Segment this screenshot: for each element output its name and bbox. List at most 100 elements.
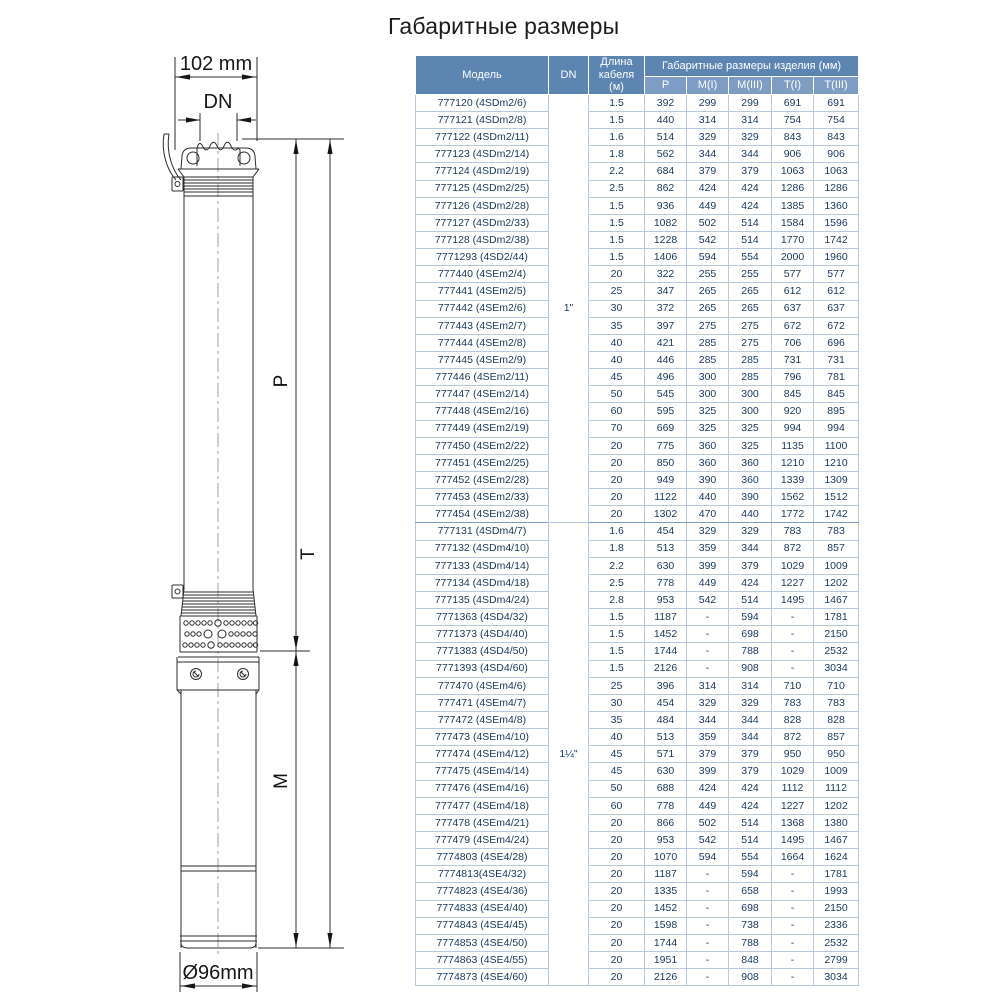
dim-mi-cell: 542	[686, 231, 729, 250]
cable-length-cell: 1.5	[588, 93, 645, 113]
cable-length-cell: 35	[588, 710, 645, 730]
cable-length-cell: 1.5	[588, 659, 645, 678]
dim-tiii-cell: 1624	[812, 848, 860, 867]
model-cell: 7771373 (4SD4/40)	[415, 625, 549, 644]
cable-length-cell: 20	[588, 830, 645, 850]
model-cell: 7774863 (4SE4/55)	[415, 950, 549, 970]
dim-p-cell: 1122	[644, 488, 687, 507]
model-cell: 777476 (4SEm4/16)	[415, 779, 549, 798]
dim-mi-cell: -	[686, 608, 729, 627]
cable-length-cell: 20	[588, 453, 645, 473]
dim-p-cell: 1744	[644, 933, 687, 952]
dim-p-cell: 1744	[644, 642, 687, 661]
dim-ti-cell: -	[771, 899, 814, 918]
dim-miii-cell: 908	[728, 968, 772, 987]
dim-tiii-cell: 1380	[812, 813, 860, 832]
model-cell: 777470 (4SEm4/6)	[415, 676, 549, 695]
model-cell: 777452 (4SEm2/28)	[415, 471, 549, 490]
cable-length-cell: 1.5	[588, 196, 645, 215]
label-m: M	[271, 773, 292, 789]
model-cell: 777471 (4SEm4/7)	[415, 693, 549, 712]
table-header: Модель DN Длина кабеля (м) Габаритные ра…	[415, 54, 860, 95]
model-cell: 777475 (4SEm4/14)	[415, 762, 549, 781]
table-row: 777135 (4SDm4/24) 2.8 953 542 514 1495 1467	[415, 590, 860, 610]
dim-miii-cell: 514	[728, 590, 772, 610]
dim-ti-cell: 672	[771, 316, 814, 335]
dim-p-cell: 1951	[644, 950, 687, 970]
cable-length-cell: 30	[588, 299, 645, 318]
arrow-right-icon	[186, 117, 200, 123]
dim-mi-cell: 594	[686, 248, 729, 267]
dim-t-line	[327, 139, 333, 948]
dim-tiii-cell: 2336	[812, 916, 860, 935]
dim-tiii-cell: 1467	[812, 830, 860, 850]
dim-tiii-cell: 731	[812, 351, 860, 370]
model-cell: 777441 (4SEm2/5)	[415, 282, 549, 301]
cable-length-cell: 20	[588, 813, 645, 832]
model-cell: 777479 (4SEm4/24)	[415, 830, 549, 850]
dim-p-cell: 949	[644, 471, 687, 490]
cable-length-cell: 50	[588, 779, 645, 798]
arrow-up-icon	[327, 140, 333, 154]
dim-miii-cell: 300	[728, 385, 772, 404]
dim-mi-cell: 542	[686, 590, 729, 610]
model-cell: 777131 (4SDm4/7)	[415, 522, 549, 541]
table-row: 777448 (4SEm2/16) 60 595 325 300 920 895	[415, 402, 860, 421]
dim-mi-cell: 542	[686, 830, 729, 850]
dim-p-cell: 1302	[644, 505, 687, 524]
dim-miii-cell: 285	[728, 351, 772, 370]
dim-miii-cell: 255	[728, 265, 772, 284]
dim-p-cell: 1228	[644, 231, 687, 250]
dim-miii-cell: 514	[728, 813, 772, 832]
dim-mi-cell: 265	[686, 299, 729, 318]
table-row: 7774863 (4SE4/55) 20 1951-848-2799	[415, 950, 860, 970]
header-dim-mi: M(I)	[686, 76, 729, 95]
dim-miii-cell: 514	[728, 231, 772, 250]
dim-p-cell: 595	[644, 402, 687, 421]
arrow-up-icon	[293, 652, 299, 666]
model-cell: 777445 (4SEm2/9)	[415, 351, 549, 370]
table-row: 777472 (4SEm4/8) 35 484 344 344 828 828	[415, 710, 860, 730]
dim-tiii-cell: 895	[812, 402, 860, 421]
dim-mi-cell: -	[686, 625, 729, 644]
dim-p-cell: 372	[644, 299, 687, 318]
dim-p-cell: 1406	[644, 248, 687, 267]
arrow-down-icon	[293, 636, 299, 650]
dim-p-cell: 778	[644, 573, 687, 593]
table-row: 777126 (4SDm2/28) 1.5 936 449 424 1385 1360	[415, 196, 860, 215]
model-cell: 7771383 (4SD4/50)	[415, 642, 549, 661]
dim-mi-cell: 360	[686, 436, 729, 455]
dim-tiii-cell: 696	[812, 333, 860, 353]
dim-p-cell: 1452	[644, 625, 687, 644]
cable-length-cell: 60	[588, 402, 645, 421]
dim-tiii-cell: 828	[812, 710, 860, 730]
arrow-down-icon	[327, 933, 333, 947]
dim-p-cell: 545	[644, 385, 687, 404]
cable-length-cell: 40	[588, 728, 645, 747]
dim-ti-cell: 783	[771, 522, 814, 541]
dim-tiii-cell: 1202	[812, 796, 860, 815]
table-row: 777449 (4SEm2/19) 70 669 325 325 994 994	[415, 419, 860, 438]
model-cell: 777125 (4SDm2/25)	[415, 179, 549, 198]
model-cell: 777122 (4SDm2/11)	[415, 128, 549, 147]
header-dimensions-group: Габаритные размеры изделия (мм)	[643, 54, 860, 78]
dim-mi-cell: 285	[686, 351, 729, 370]
header-dim-miii: M(III)	[728, 76, 772, 95]
dim-p-cell: 396	[644, 676, 687, 695]
dim-ti-cell: 1227	[771, 573, 814, 593]
dim-tiii-cell: 1009	[812, 556, 860, 575]
table-row: 777443 (4SEm2/7) 35 397 275 275 672 672	[415, 316, 860, 335]
model-cell: 777443 (4SEm2/7)	[415, 316, 549, 335]
dim-ti-cell: 828	[771, 710, 814, 730]
dim-miii-cell: 698	[728, 899, 772, 918]
dim-p-cell: 1452	[644, 899, 687, 918]
dim-tiii-cell: 710	[812, 676, 860, 695]
dim-mi-cell: 329	[686, 128, 729, 147]
dim-ti-cell: 950	[771, 745, 814, 764]
dim-mi-cell: 449	[686, 796, 729, 815]
flange-band	[176, 656, 260, 691]
table-row: 777470 (4SEm4/6) 25 396 314 314 710 710	[415, 676, 860, 695]
dim-mi-cell: 300	[686, 385, 729, 404]
cable-length-cell: 35	[588, 316, 645, 335]
model-cell: 777128 (4SDm2/38)	[415, 231, 549, 250]
